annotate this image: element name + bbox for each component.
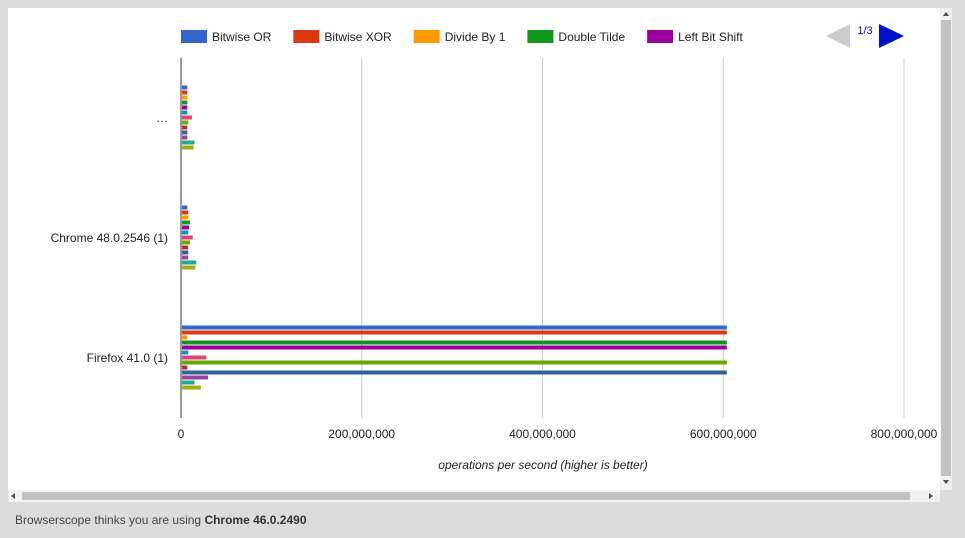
y-category-label: Chrome 48.0.2546 (1) — [51, 231, 168, 245]
legend-swatch — [181, 30, 207, 43]
bar — [182, 225, 190, 230]
bar — [182, 245, 189, 250]
bar — [182, 365, 188, 370]
x-axis-title: operations per second (higher is better) — [438, 458, 647, 472]
bar — [182, 105, 188, 110]
bar — [182, 135, 188, 140]
legend-next-arrow-icon[interactable] — [879, 24, 904, 48]
bar — [182, 230, 189, 235]
footer-text: Browserscope thinks you are using Chrome… — [15, 513, 307, 527]
bar — [182, 260, 197, 265]
x-tick-label: 400,000,000 — [509, 427, 576, 441]
bar — [182, 85, 188, 90]
y-category-label: … — [156, 111, 168, 125]
bar — [182, 145, 194, 150]
x-tick-label: 200,000,000 — [328, 427, 395, 441]
legend-swatch — [293, 30, 320, 43]
bar — [182, 220, 191, 225]
bar-chart: 0 200,000,000 400,000,000 600,000,000 800,00… — [51, 24, 938, 472]
bar — [182, 360, 727, 365]
bar — [182, 325, 727, 330]
scroll-left-arrow-icon[interactable] — [11, 493, 15, 499]
bar — [182, 250, 189, 255]
bar — [182, 385, 201, 390]
legend-swatch — [647, 30, 674, 43]
bar — [182, 215, 189, 220]
bar — [182, 255, 189, 260]
chart-frame: 0 200,000,000 400,000,000 600,000,000 800,00… — [8, 8, 952, 502]
legend-label: Bitwise OR — [212, 30, 272, 44]
bar — [182, 340, 727, 345]
bar — [182, 375, 209, 380]
bar — [182, 380, 195, 385]
legend-label: Left Bit Shift — [678, 30, 743, 44]
bar — [182, 240, 191, 245]
scroll-down-arrow-icon[interactable] — [943, 480, 949, 484]
horizontal-scroll-thumb[interactable] — [22, 492, 910, 500]
bar — [182, 90, 188, 95]
scroll-right-arrow-icon[interactable] — [929, 493, 933, 499]
scroll-up-arrow-icon[interactable] — [943, 12, 949, 16]
bar — [182, 350, 189, 355]
bar — [182, 265, 196, 270]
bar — [182, 370, 727, 375]
bar — [182, 95, 188, 100]
vertical-scroll-thumb[interactable] — [941, 20, 951, 476]
bar — [182, 355, 207, 360]
legend-label: Double Tilde — [558, 30, 625, 44]
bar — [182, 345, 727, 350]
bar — [182, 335, 188, 340]
bar — [182, 130, 188, 135]
horizontal-scrollbar[interactable] — [8, 490, 940, 502]
bar — [182, 140, 195, 145]
bar — [182, 100, 188, 105]
x-tick-label: 800,000,000 — [871, 427, 938, 441]
footer-prefix: Browserscope thinks you are using — [15, 513, 205, 527]
scrollbar-corner — [940, 490, 952, 502]
bar — [182, 330, 727, 335]
detected-browser: Chrome 46.0.2490 — [204, 513, 307, 527]
bar — [182, 120, 189, 125]
legend-page-indicator: 1/3 — [857, 25, 872, 37]
bar — [182, 235, 193, 240]
bar — [182, 210, 189, 215]
bar — [182, 110, 188, 115]
legend-swatch — [527, 30, 554, 43]
bar — [182, 205, 188, 210]
vertical-scrollbar[interactable] — [940, 8, 952, 490]
legend-label: Bitwise XOR — [324, 30, 392, 44]
legend-swatch — [413, 30, 440, 43]
legend-label: Divide By 1 — [445, 30, 506, 44]
bar — [182, 125, 188, 130]
x-tick-label: 0 — [178, 427, 185, 441]
y-category-label: Firefox 41.0 (1) — [87, 351, 168, 365]
x-tick-label: 600,000,000 — [690, 427, 757, 441]
legend-prev-arrow-icon[interactable] — [826, 24, 850, 48]
bar — [182, 115, 192, 120]
